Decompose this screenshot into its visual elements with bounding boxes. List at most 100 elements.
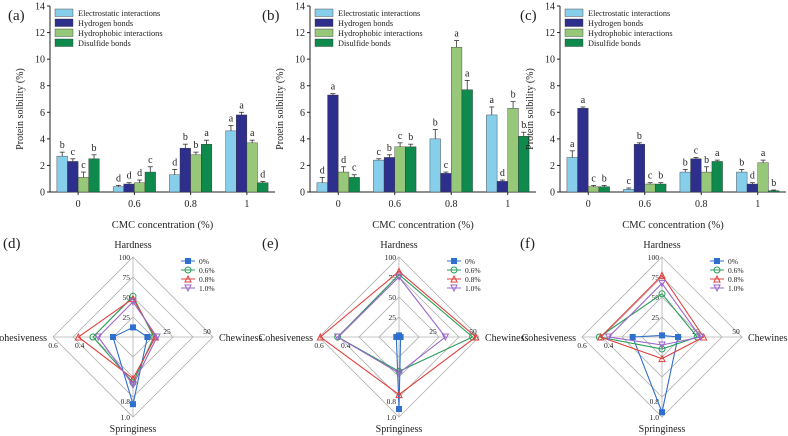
- legend-label: Electrostatic interactions: [588, 9, 670, 18]
- legend-label: 0.8%: [199, 275, 215, 284]
- axis-name-cohesiveness: Cohesiveness: [0, 333, 47, 344]
- radar-tick-label: 50: [652, 293, 660, 302]
- legend-label: 0%: [728, 257, 738, 266]
- significance-letter: c: [627, 176, 632, 187]
- significance-letter: c: [398, 131, 403, 142]
- bar: [633, 143, 645, 193]
- x-tick-label: 0.8: [445, 199, 458, 210]
- axis-name-cohesiveness: Cohesiveness: [259, 333, 314, 344]
- radar-panel-e: (e) Hardness Chewiness Springiness Cohesiven…: [259, 236, 529, 435]
- bar: [440, 173, 452, 193]
- significance-letter: c: [694, 145, 699, 156]
- radar-tick-label: 0.6: [48, 341, 58, 350]
- radar-series-line: [97, 300, 158, 387]
- data-point: [451, 258, 457, 264]
- legend-swatch: [314, 18, 334, 27]
- data-point: [658, 345, 666, 353]
- radar-tick-label: 25: [389, 313, 397, 322]
- data-point: [658, 341, 666, 350]
- y-tick-label: 8: [550, 81, 555, 92]
- bar: [348, 177, 360, 193]
- legend-label: Hydrogen bonds: [588, 19, 643, 28]
- y-tick-label: 6: [40, 108, 45, 119]
- bar: [257, 182, 269, 193]
- significance-letter: c: [648, 171, 653, 182]
- x-tick-label: 0.6: [639, 199, 652, 210]
- data-point: [471, 332, 480, 341]
- radar-tick-label: 25: [429, 327, 437, 336]
- radar-series-0: [393, 332, 404, 412]
- bar: [123, 183, 135, 193]
- legend-label: 0.6%: [728, 266, 744, 275]
- bar: [394, 146, 406, 193]
- data-point: [129, 298, 137, 306]
- bar: [577, 108, 589, 193]
- significance-letter: c: [81, 160, 86, 171]
- significance-letter: b: [683, 157, 688, 168]
- bar: [736, 171, 748, 193]
- y-axis-label: Protein solbility (%): [275, 68, 286, 150]
- radar-series-0: [629, 332, 681, 416]
- data-point: [658, 290, 666, 298]
- data-point: [604, 333, 613, 342]
- significance-letter: a: [465, 68, 470, 79]
- radar-tick-label: 0.6: [314, 341, 324, 350]
- significance-letter: b: [602, 173, 607, 184]
- legend-label: 0.6%: [465, 266, 481, 275]
- y-axis-label: Protein solbility (%): [525, 68, 536, 150]
- bar: [746, 183, 758, 193]
- significance-letter: b: [637, 131, 642, 142]
- legend-swatch: [54, 28, 74, 37]
- data-point: [713, 284, 721, 293]
- significance-letter: a: [454, 29, 459, 40]
- data-point: [395, 390, 403, 399]
- legend-swatch: [564, 28, 584, 37]
- y-tick-label: 0: [300, 188, 305, 199]
- radar-tick-label: 1.0: [121, 413, 131, 422]
- data-point: [393, 334, 400, 340]
- legend-swatch: [314, 38, 334, 47]
- radar-tick-label: 25: [123, 313, 131, 322]
- radar-series-line: [599, 274, 705, 360]
- bar: [383, 157, 395, 193]
- y-tick-label: 14: [35, 2, 45, 13]
- bar: [507, 108, 519, 193]
- significance-letter: b: [193, 140, 198, 151]
- legend-swatch: [564, 8, 584, 17]
- radar-tick-label: 1.0: [387, 413, 397, 422]
- legend-label: 1.0%: [199, 284, 215, 293]
- legend-swatch: [564, 38, 584, 47]
- bar: [56, 155, 68, 193]
- y-tick-label: 2: [550, 161, 555, 172]
- radar-tick-label: 25: [163, 327, 171, 336]
- data-point: [110, 334, 116, 340]
- significance-letter: a: [570, 139, 575, 150]
- x-axis-label: CMC concentration (%): [622, 220, 724, 231]
- legend-swatch: [54, 8, 74, 17]
- y-tick-label: 8: [300, 81, 305, 92]
- y-tick-label: 2: [40, 161, 45, 172]
- y-tick-label: 0: [550, 188, 555, 199]
- significance-letter: b: [771, 178, 776, 189]
- y-tick-label: 12: [35, 28, 45, 39]
- data-point: [144, 334, 151, 340]
- bar: [644, 183, 656, 193]
- radar-tick-label: 100: [385, 253, 397, 262]
- legend-label: Hydrogen bonds: [78, 19, 133, 28]
- legend: 0%0.6%0.8%1.0%: [710, 257, 744, 293]
- radar-tick-label: 0.4: [604, 341, 614, 350]
- significance-letter: b: [408, 132, 413, 143]
- x-tick-label: 1: [755, 199, 760, 210]
- data-point: [713, 266, 721, 274]
- legend-label: 0%: [199, 257, 209, 266]
- data-point: [450, 266, 458, 274]
- bar: [67, 161, 79, 193]
- bar: [190, 154, 202, 193]
- data-point: [714, 258, 720, 264]
- axis-name-hardness: Hardness: [114, 240, 151, 251]
- bar: [144, 171, 156, 193]
- significance-letter: a: [761, 148, 766, 159]
- bar: [623, 189, 635, 193]
- radar-tick-label: 50: [469, 327, 477, 336]
- significance-letter: d: [127, 171, 132, 182]
